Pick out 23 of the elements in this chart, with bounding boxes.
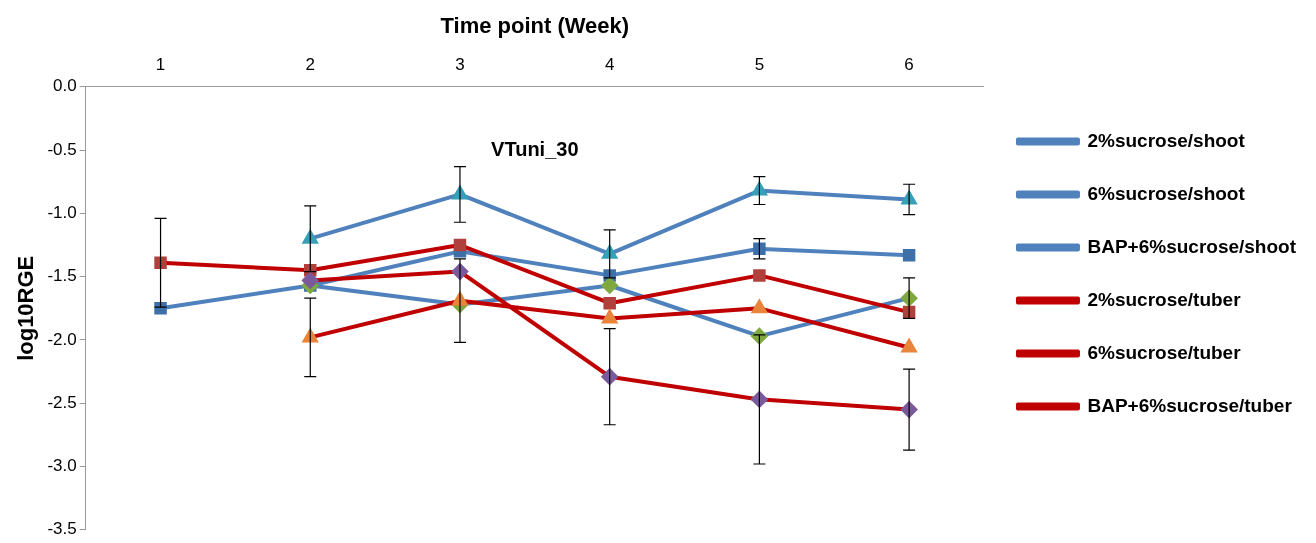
legend-label: 2%sucrose/shoot xyxy=(1087,129,1246,151)
legend-label: 2%sucrose/tuber xyxy=(1087,288,1242,310)
y-tick-label: -1.5 xyxy=(47,266,77,286)
x-tick-label: 1 xyxy=(155,55,166,75)
y-tick-label: -3.5 xyxy=(47,519,77,539)
legend-label: BAP+6%sucrose/shoot xyxy=(1087,235,1297,257)
y-tick-label: -3.0 xyxy=(47,456,77,476)
x-axis-title: Time point (Week) xyxy=(440,13,630,39)
text: VTuni_30 xyxy=(491,137,579,160)
y-tick-label: -2.5 xyxy=(47,392,77,412)
x-tick-label: 4 xyxy=(604,55,615,75)
x-tick-label: 3 xyxy=(455,55,465,75)
y-tick-label: -1.0 xyxy=(47,203,77,223)
x-tick-label: 5 xyxy=(754,55,765,75)
x-tick-label: 2 xyxy=(305,55,315,75)
y-axis-title: log10RGE xyxy=(13,255,39,361)
legend-label: 6%sucrose/shoot xyxy=(1087,182,1246,204)
y-tick-label: -0.5 xyxy=(47,139,77,159)
y-tick-label: -2.0 xyxy=(47,329,77,349)
x-tick-label: 6 xyxy=(904,55,914,75)
legend-label: 6%sucrose/tuber xyxy=(1087,341,1242,363)
y-tick-label: 0.0 xyxy=(53,76,77,96)
legend-label: BAP+6%sucrose/tuber xyxy=(1087,394,1293,416)
